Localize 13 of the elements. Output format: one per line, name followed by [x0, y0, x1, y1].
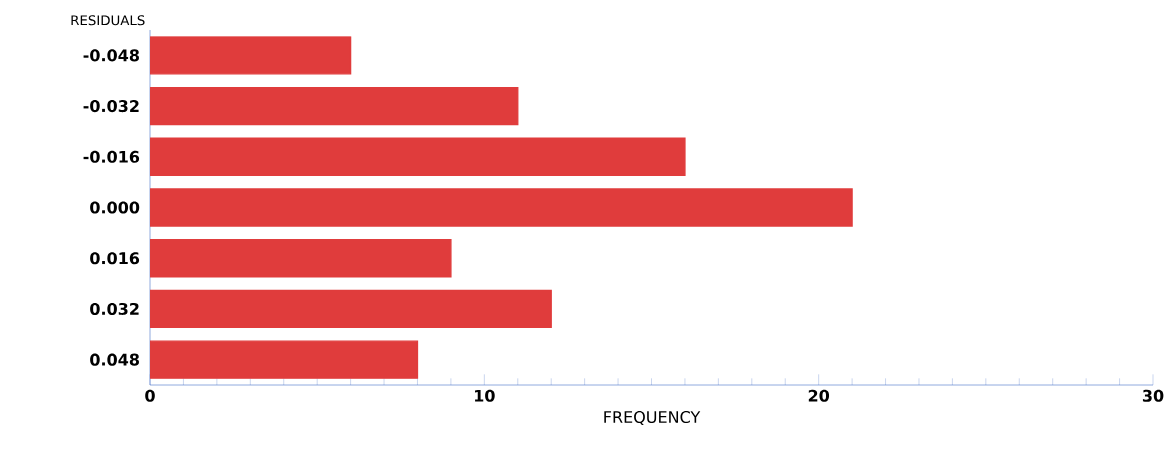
y-tick-label: -0.016 [83, 150, 140, 163]
y-tick-label: 0.016 [90, 252, 140, 265]
y-tick-label: 0.000 [90, 201, 140, 214]
y-tick-label: -0.048 [83, 49, 139, 62]
y-tick-label: 0.032 [90, 302, 139, 315]
x-tick-label: 10 [475, 389, 495, 402]
x-tick-label: 30 [1142, 389, 1164, 402]
y-tick-label: 0.048 [90, 353, 139, 366]
x-tick-label: 0 [145, 389, 155, 402]
y-axis-title: RESIDUALS [71, 15, 145, 26]
y-tick-label: -0.032 [83, 100, 139, 113]
x-axis-title: FREQUENCY [604, 410, 701, 425]
x-tick-label: 20 [808, 389, 830, 402]
